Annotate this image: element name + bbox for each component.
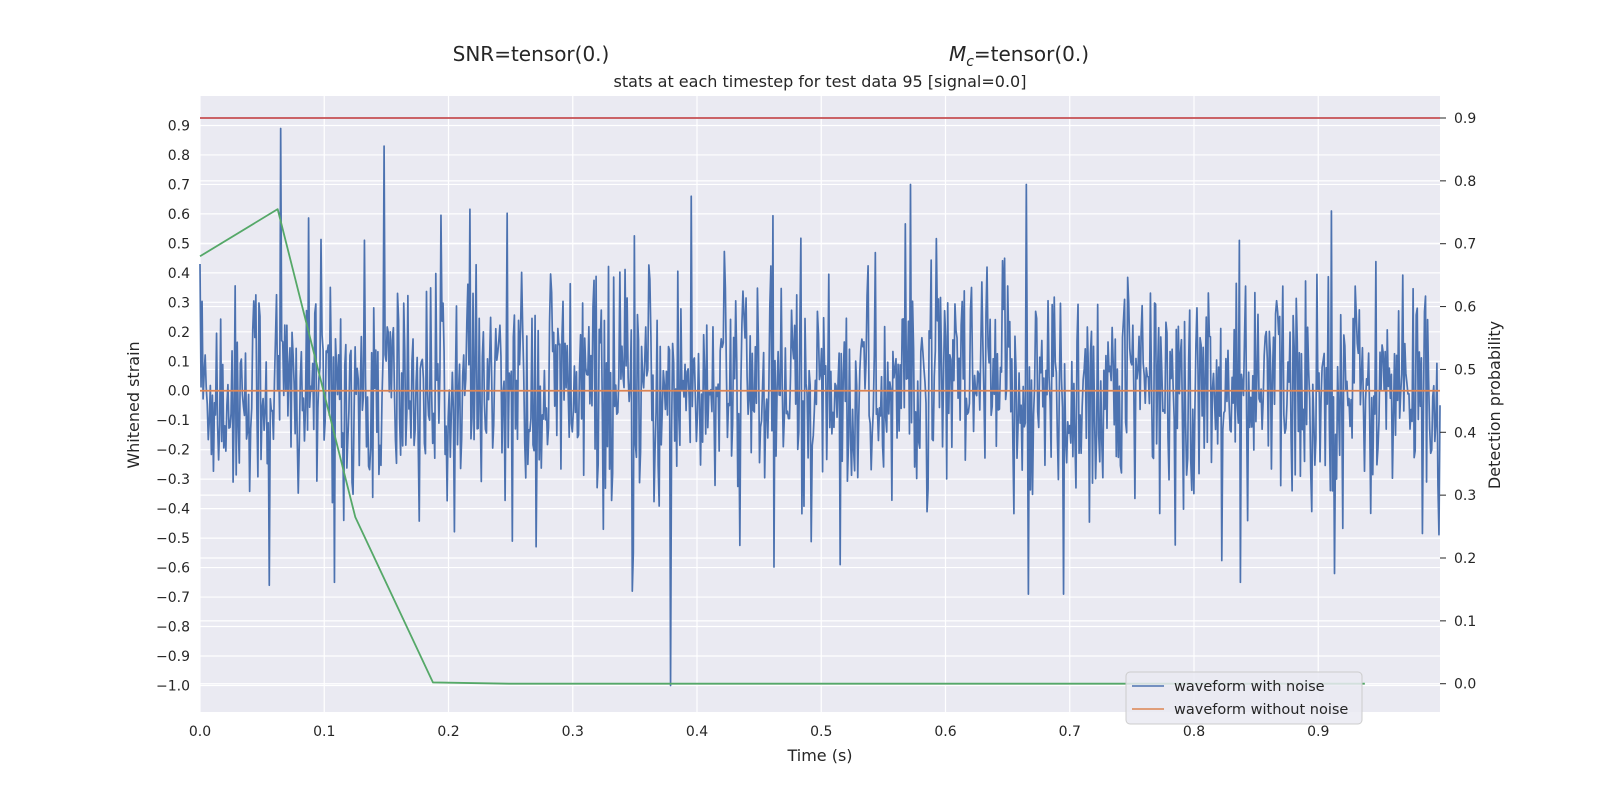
x-tick-label-5: 0.5: [810, 724, 832, 740]
y-tick-label-2: 0.7: [168, 177, 190, 193]
x-tick-label-4: 0.4: [686, 724, 708, 740]
y2-tick-label-6: 0.3: [1454, 488, 1476, 504]
y2-tick-label-8: 0.1: [1454, 614, 1476, 630]
y-tick-label-6: 0.3: [168, 295, 190, 311]
y2-axis-label: Detection probability: [1485, 321, 1504, 489]
suptitle-left: SNR=tensor(0.): [453, 42, 610, 66]
y2-tick-label-5: 0.4: [1454, 425, 1476, 441]
y-tick-label-0: 0.9: [168, 118, 190, 134]
y-tick-label-13: −0.4: [156, 502, 190, 518]
x-tick-label-1: 0.1: [313, 724, 335, 740]
x-tick-label-3: 0.3: [562, 724, 584, 740]
y-tick-label-1: 0.8: [168, 148, 190, 164]
x-tick-label-8: 0.8: [1183, 724, 1205, 740]
x-tick-label-6: 0.6: [934, 724, 956, 740]
chart-title: stats at each timestep for test data 95 …: [614, 72, 1027, 91]
legend: waveform with noise waveform without noi…: [1125, 671, 1363, 725]
suptitle-right-value: =tensor(0.): [974, 42, 1089, 66]
y-tick-label-11: −0.2: [156, 443, 190, 459]
y2-tick-label-0: 0.9: [1454, 111, 1476, 127]
y-tick-label-12: −0.3: [156, 472, 190, 488]
suptitle-right-subscript: c: [966, 54, 974, 70]
x-tick-label-0: 0.0: [189, 724, 211, 740]
y-tick-label-5: 0.4: [168, 266, 190, 282]
y-tick-label-17: −0.8: [156, 620, 190, 636]
x-tick-label-2: 0.2: [437, 724, 459, 740]
y-axis-label: Whitened strain: [124, 341, 143, 468]
legend-label-clean: waveform without noise: [1174, 702, 1348, 718]
y-tick-label-9: 0.0: [168, 384, 190, 400]
y-tick-label-4: 0.5: [168, 236, 190, 252]
y2-tick-label-7: 0.2: [1454, 551, 1476, 567]
suptitle-right-symbol: M: [949, 42, 966, 66]
y2-tick-label-3: 0.6: [1454, 300, 1476, 316]
y2-tick-label-9: 0.0: [1454, 677, 1476, 693]
y-tick-label-18: −0.9: [156, 649, 190, 665]
y2-tick-label-4: 0.5: [1454, 362, 1476, 378]
y-tick-label-15: −0.6: [156, 561, 190, 577]
y-tick-label-19: −1.0: [156, 678, 190, 694]
suptitle-right: Mc=tensor(0.): [949, 42, 1089, 70]
x-tick-label-9: 0.9: [1307, 724, 1329, 740]
legend-box: [1125, 671, 1363, 725]
y-tick-label-8: 0.1: [168, 354, 190, 370]
y-tick-label-16: −0.7: [156, 590, 190, 606]
x-axis-label: Time (s): [786, 746, 852, 765]
y-tick-label-3: 0.6: [168, 207, 190, 223]
x-tick-label-7: 0.7: [1059, 724, 1081, 740]
y2-tick-label-1: 0.8: [1454, 174, 1476, 190]
y-tick-label-10: −0.1: [156, 413, 190, 429]
y-tick-label-14: −0.5: [156, 531, 190, 547]
y2-tick-label-2: 0.7: [1454, 237, 1476, 253]
legend-label-noisy: waveform with noise: [1174, 679, 1325, 695]
y-tick-label-7: 0.2: [168, 325, 190, 341]
ticks: 0.0 0.1 0.2 0.3 0.4 0.5 0.6 0.7 0.8 0.9 0.9 0.8 0.7 0…: [156, 111, 1476, 740]
